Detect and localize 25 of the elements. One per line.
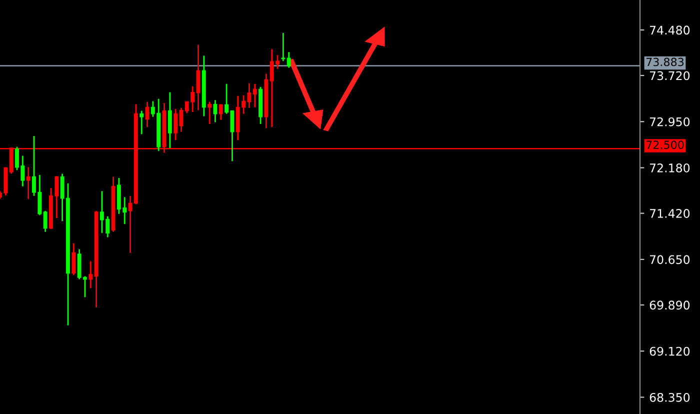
ref-line-label: 73.883 — [646, 58, 684, 66]
candlestick — [286, 51, 291, 68]
y-tick-label: 69.890 — [650, 300, 690, 310]
y-tick-label: 74.480 — [650, 26, 690, 35]
y-tick-label: 69.120 — [650, 346, 690, 356]
y-tick-label: 71.420 — [650, 209, 690, 218]
y-tick-label: 72.950 — [650, 117, 690, 126]
candlestick — [72, 242, 76, 276]
candlestick — [252, 83, 257, 108]
y-tick-label: 72.180 — [650, 163, 690, 172]
y-tick-label: 73.720 — [650, 71, 690, 80]
candlestick — [281, 32, 286, 62]
candlestick — [128, 195, 132, 254]
candlestick — [218, 104, 223, 121]
y-tick-label: 70.650 — [650, 255, 690, 264]
ref-line-label: 72.500 — [646, 140, 684, 150]
candlestick — [213, 99, 218, 123]
y-tick-label: 68.350 — [650, 392, 690, 402]
candlestick — [43, 210, 48, 233]
candlestick — [88, 260, 93, 289]
candlestick — [208, 101, 212, 125]
candlestick — [140, 110, 144, 135]
candlestick — [168, 92, 172, 149]
candlestick — [26, 166, 30, 200]
candlestick — [174, 108, 178, 141]
